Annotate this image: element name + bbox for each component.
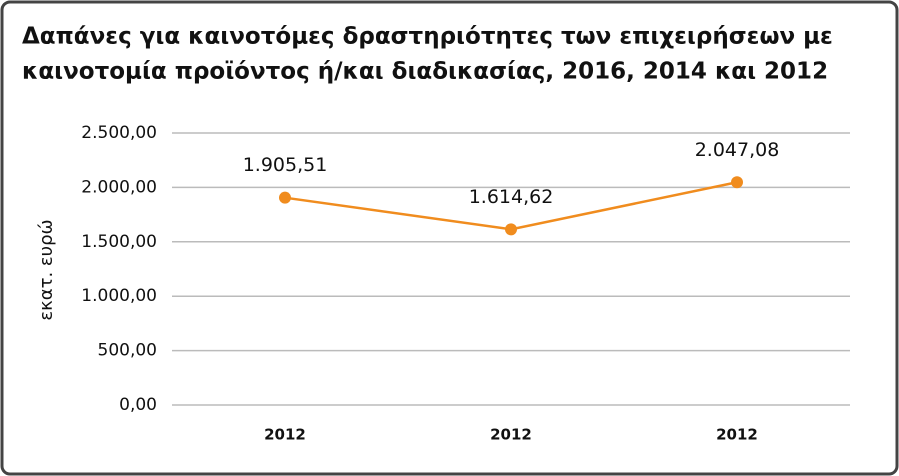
y-tick-label: 0,00 xyxy=(119,395,157,415)
point xyxy=(279,191,291,204)
value-label: 1.905,51 xyxy=(243,154,328,176)
x-tick-label: 2012 xyxy=(490,426,532,444)
point xyxy=(731,176,743,189)
x-tick-label: 2012 xyxy=(716,426,758,444)
value-label: 1.614,62 xyxy=(469,186,554,208)
y-tick-label: 1.500,00 xyxy=(81,232,157,252)
y-tick-label: 500,00 xyxy=(98,341,157,361)
chart-title: καινοτομία προϊόντος ή/και διαδικασίας, … xyxy=(22,59,828,85)
y-tick-label: 2.500,00 xyxy=(81,123,157,143)
value-label: 2.047,08 xyxy=(695,139,780,161)
y-tick-label: 2.000,00 xyxy=(81,177,157,197)
point xyxy=(505,223,517,236)
chart-title: Δαπάνες για καινοτόμες δραστηριότητες τω… xyxy=(22,24,833,50)
y-tick-label: 1.000,00 xyxy=(81,286,157,306)
y-axis-label: εκατ. ευρώ xyxy=(36,219,57,320)
x-tick-label: 2012 xyxy=(264,426,306,444)
